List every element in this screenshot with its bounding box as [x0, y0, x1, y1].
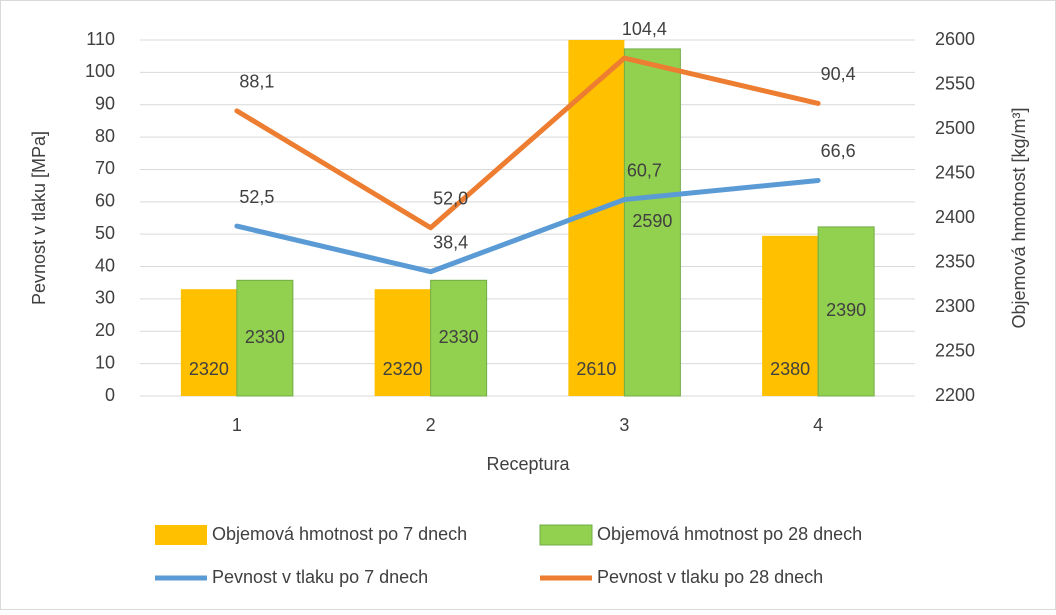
y-tick-label: 70 [95, 158, 115, 178]
y-tick-label: 30 [95, 288, 115, 308]
y2-tick-label: 2400 [935, 207, 975, 227]
legend-label: Objemová hmotnost po 7 dnech [212, 524, 467, 544]
bar-value-label: 2610 [576, 359, 616, 379]
y-tick-label: 60 [95, 191, 115, 211]
y-tick-label: 80 [95, 126, 115, 146]
x-axis-title: Receptura [486, 454, 570, 474]
plot-area [180, 40, 875, 397]
line-value-label: 88,1 [239, 72, 274, 92]
y2-tick-label: 2600 [935, 29, 975, 49]
bar-value-label: 2330 [245, 327, 285, 347]
y-tick-label: 110 [86, 29, 115, 49]
y-tick-label: 0 [105, 385, 115, 405]
y-tick-label: 40 [95, 255, 115, 275]
line [234, 177, 821, 275]
bar-value-label: 2590 [632, 211, 672, 231]
y-tick-label: 20 [95, 320, 115, 340]
y2-tick-label: 2550 [935, 73, 975, 93]
x-tick-label: 3 [619, 415, 629, 435]
bar [374, 289, 431, 396]
bar [623, 48, 681, 397]
bar [762, 235, 819, 396]
y2-tick-label: 2250 [935, 340, 975, 360]
line-value-label: 38,4 [433, 232, 468, 252]
y-tick-label: 10 [95, 352, 115, 372]
x-tick-label: 4 [813, 415, 823, 435]
y2-axis-title: Objemová hmotnost [kg/m³] [1009, 107, 1029, 328]
line-value-label: 52,5 [239, 187, 274, 207]
y-axis-title: Pevnost v tlaku [MPa] [29, 131, 49, 305]
y2-tick-label: 2450 [935, 162, 975, 182]
bar-value-label: 2390 [826, 300, 866, 320]
x-tick-label: 1 [232, 415, 242, 435]
line-value-label: 90,4 [821, 64, 856, 84]
y2-tick-label: 2500 [935, 118, 975, 138]
y2-tick-label: 2200 [935, 385, 975, 405]
legend-swatch [539, 524, 593, 546]
bar [236, 279, 294, 397]
legend-label: Pevnost v tlaku po 7 dnech [212, 567, 428, 587]
legend-swatch [155, 525, 207, 545]
y2-tick-label: 2300 [935, 296, 975, 316]
line-value-label: 60,7 [627, 160, 662, 180]
bar-value-label: 2380 [770, 359, 810, 379]
bar [180, 289, 237, 396]
line-value-label: 104,4 [622, 19, 667, 39]
y-tick-label: 100 [85, 61, 115, 81]
line-value-label: 66,6 [821, 141, 856, 161]
y-tick-label: 90 [95, 93, 115, 113]
legend-label: Pevnost v tlaku po 28 dnech [597, 567, 823, 587]
bar [430, 279, 488, 397]
bar-value-label: 2320 [189, 359, 229, 379]
y-tick-label: 50 [95, 223, 115, 243]
legend-label: Objemová hmotnost po 28 dnech [597, 524, 862, 544]
y2-tick-label: 2350 [935, 251, 975, 271]
line [234, 55, 821, 231]
line-value-label: 52,0 [433, 188, 468, 208]
x-tick-label: 2 [426, 415, 436, 435]
bar-value-label: 2320 [383, 359, 423, 379]
bar [817, 226, 875, 397]
bar-value-label: 2330 [439, 327, 479, 347]
